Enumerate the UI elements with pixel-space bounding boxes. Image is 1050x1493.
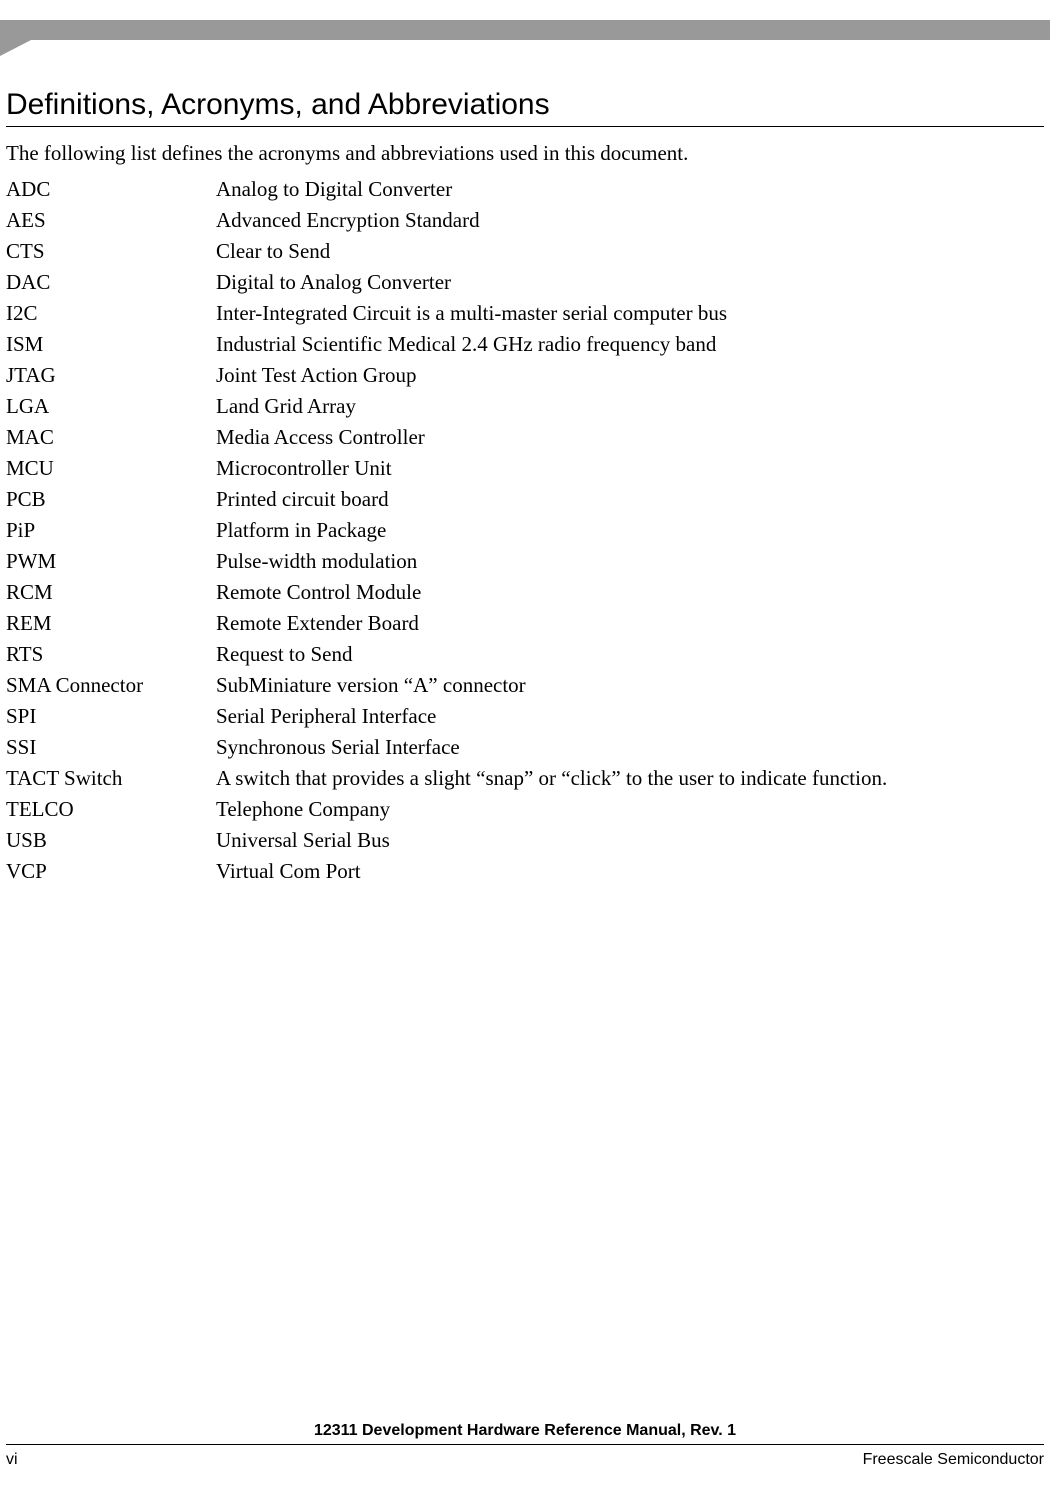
definition-text: Microcontroller Unit [216,453,1044,484]
definition-term: AES [6,205,216,236]
section-intro: The following list defines the acronyms … [6,141,1044,166]
definition-row: CTSClear to Send [6,236,1044,267]
page-footer: 12311 Development Hardware Reference Man… [0,1422,1050,1469]
definition-row: PiPPlatform in Package [6,515,1044,546]
definition-term: REM [6,608,216,639]
definition-text: Analog to Digital Converter [216,174,1044,205]
definition-text: Request to Send [216,639,1044,670]
definition-row: REMRemote Extender Board [6,608,1044,639]
definition-text: Land Grid Array [216,391,1044,422]
footer-company: Freescale Semiconductor [863,1451,1044,1469]
definition-text: Advanced Encryption Standard [216,205,1044,236]
footer-doc-title: 12311 Development Hardware Reference Man… [6,1422,1044,1445]
definition-term: CTS [6,236,216,267]
definition-row: VCPVirtual Com Port [6,856,1044,887]
definition-text: SubMiniature version “A” connector [216,670,1044,701]
definition-term: RCM [6,577,216,608]
definition-text: Universal Serial Bus [216,825,1044,856]
definition-text: Inter-Integrated Circuit is a multi-mast… [216,298,1044,329]
definition-text: Media Access Controller [216,422,1044,453]
definition-term: SSI [6,732,216,763]
definition-text: A switch that provides a slight “snap” o… [216,763,1044,794]
definition-row: USBUniversal Serial Bus [6,825,1044,856]
definition-row: SSISynchronous Serial Interface [6,732,1044,763]
definition-term: I2C [6,298,216,329]
definition-term: RTS [6,639,216,670]
definition-row: TELCOTelephone Company [6,794,1044,825]
definition-text: Industrial Scientific Medical 2.4 GHz ra… [216,329,1044,360]
definition-text: Digital to Analog Converter [216,267,1044,298]
definition-row: I2CInter-Integrated Circuit is a multi-m… [6,298,1044,329]
section-title: Definitions, Acronyms, and Abbreviations [6,88,1044,127]
definition-term: ISM [6,329,216,360]
definition-text: Synchronous Serial Interface [216,732,1044,763]
definition-row: LGALand Grid Array [6,391,1044,422]
definition-row: PCBPrinted circuit board [6,484,1044,515]
definition-text: Printed circuit board [216,484,1044,515]
definition-term: TELCO [6,794,216,825]
definition-term: USB [6,825,216,856]
header-bar [0,20,1050,40]
header-arrow-decoration [0,20,70,56]
page-content: Definitions, Acronyms, and Abbreviations… [6,88,1044,887]
definition-text: Pulse-width modulation [216,546,1044,577]
definition-text: Remote Extender Board [216,608,1044,639]
definition-row: MACMedia Access Controller [6,422,1044,453]
definition-term: JTAG [6,360,216,391]
definition-text: Joint Test Action Group [216,360,1044,391]
definition-row: MCUMicrocontroller Unit [6,453,1044,484]
definition-term: DAC [6,267,216,298]
definition-row: DACDigital to Analog Converter [6,267,1044,298]
definition-term: SMA Connector [6,670,216,701]
definition-term: MCU [6,453,216,484]
definition-text: Virtual Com Port [216,856,1044,887]
definitions-table: ADCAnalog to Digital ConverterAESAdvance… [6,174,1044,887]
definition-term: MAC [6,422,216,453]
definition-term: SPI [6,701,216,732]
definition-row: SPISerial Peripheral Interface [6,701,1044,732]
definition-row: JTAGJoint Test Action Group [6,360,1044,391]
definition-row: TACT SwitchA switch that provides a slig… [6,763,1044,794]
definition-row: RTSRequest to Send [6,639,1044,670]
definition-row: ISMIndustrial Scientific Medical 2.4 GHz… [6,329,1044,360]
definition-term: PCB [6,484,216,515]
footer-page-number: vi [6,1451,18,1469]
definition-term: LGA [6,391,216,422]
definition-text: Platform in Package [216,515,1044,546]
definition-row: AESAdvanced Encryption Standard [6,205,1044,236]
definition-text: Serial Peripheral Interface [216,701,1044,732]
definition-row: PWMPulse-width modulation [6,546,1044,577]
definition-row: ADCAnalog to Digital Converter [6,174,1044,205]
definition-term: VCP [6,856,216,887]
definition-row: RCMRemote Control Module [6,577,1044,608]
definition-term: PWM [6,546,216,577]
definition-term: TACT Switch [6,763,216,794]
definition-text: Clear to Send [216,236,1044,267]
definition-term: ADC [6,174,216,205]
definition-text: Telephone Company [216,794,1044,825]
definition-text: Remote Control Module [216,577,1044,608]
definition-term: PiP [6,515,216,546]
definition-row: SMA ConnectorSubMiniature version “A” co… [6,670,1044,701]
